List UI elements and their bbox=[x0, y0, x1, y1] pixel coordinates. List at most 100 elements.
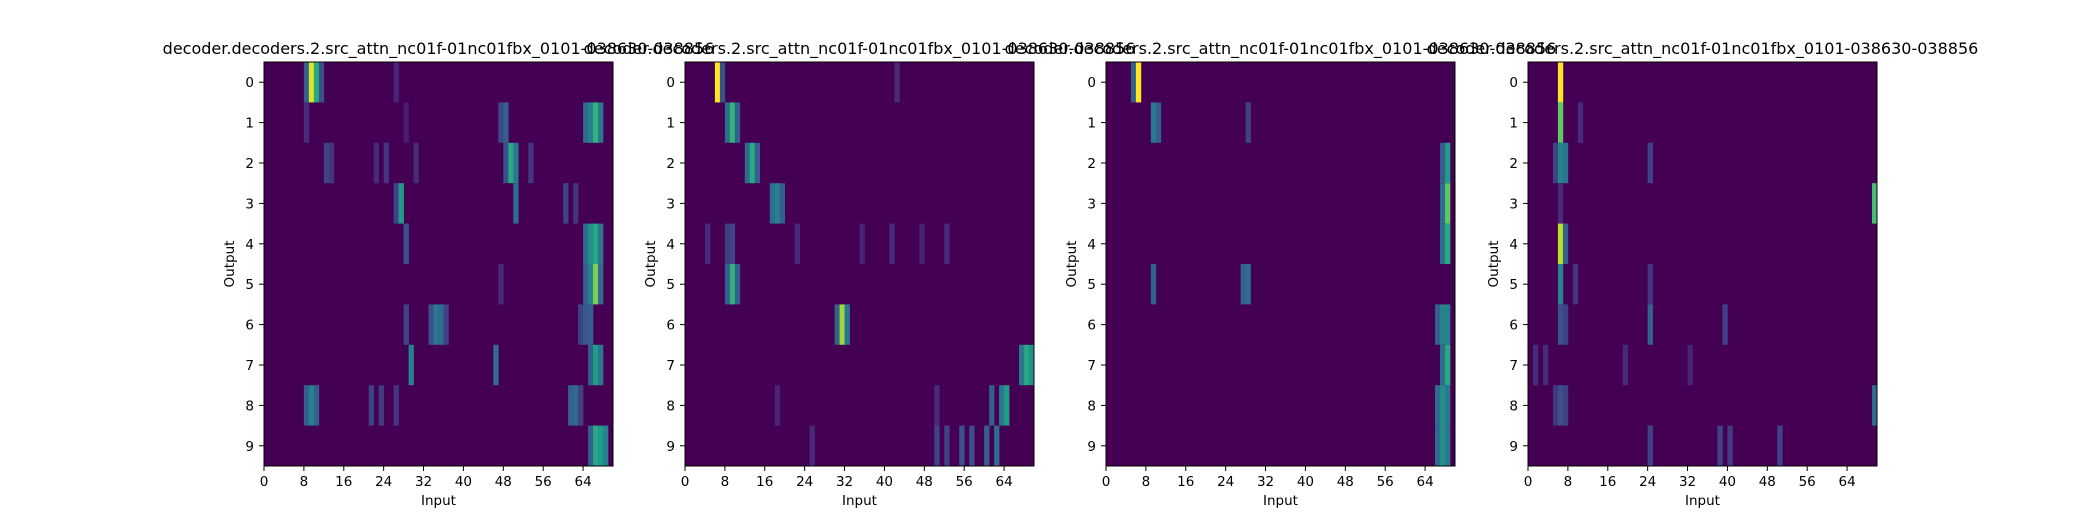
heatmap-background bbox=[1528, 62, 1877, 466]
heatmap-cell bbox=[1440, 425, 1446, 466]
heatmap-cell bbox=[303, 102, 310, 143]
y-tick-label: 2 bbox=[1087, 156, 1096, 172]
heatmap-cell bbox=[944, 223, 950, 264]
y-tick-label: 5 bbox=[1509, 277, 1518, 293]
heatmap-cell bbox=[1557, 223, 1564, 264]
heatmap-cell bbox=[839, 304, 845, 345]
heatmap-cell bbox=[393, 62, 399, 103]
x-tick-label: 48 bbox=[1759, 474, 1776, 490]
heatmap-cell bbox=[598, 344, 604, 386]
x-tick-label: 24 bbox=[1639, 474, 1656, 490]
y-axis-label: Output bbox=[1486, 241, 1502, 288]
x-axis-label: Input bbox=[421, 493, 456, 509]
heatmap-cell bbox=[1155, 102, 1162, 143]
heatmap-cell bbox=[859, 223, 865, 264]
x-tick-label: 32 bbox=[1679, 474, 1696, 490]
y-tick-label: 2 bbox=[666, 156, 675, 172]
x-tick-label: 48 bbox=[916, 474, 933, 490]
chart-title: decoder.decoders.2.src_attn_nc01f-01nc01… bbox=[584, 39, 1136, 59]
heatmap-cell bbox=[1435, 425, 1441, 466]
heatmap-cell bbox=[373, 142, 379, 184]
heatmap-cell bbox=[1647, 304, 1653, 345]
heatmap-cell bbox=[393, 385, 399, 426]
y-tick-label: 1 bbox=[1087, 116, 1096, 132]
heatmap-cell bbox=[1135, 62, 1142, 103]
heatmap-cell bbox=[1557, 304, 1564, 345]
heatmap-cell bbox=[1552, 142, 1559, 184]
heatmap-cell bbox=[1562, 223, 1569, 264]
x-tick-label: 8 bbox=[1564, 474, 1573, 490]
heatmap-cell bbox=[1647, 142, 1653, 184]
heatmap-cell bbox=[573, 385, 579, 426]
heatmap-cell bbox=[568, 385, 574, 426]
y-tick-label: 1 bbox=[666, 116, 675, 132]
x-tick-label: 0 bbox=[260, 474, 269, 490]
heatmap-cell bbox=[719, 62, 726, 103]
x-tick-label: 64 bbox=[574, 474, 591, 490]
y-tick-label: 7 bbox=[245, 358, 254, 374]
y-tick-label: 8 bbox=[666, 398, 675, 414]
heatmap-cell bbox=[593, 102, 599, 143]
heatmap-cell bbox=[1647, 264, 1653, 305]
heatmap-cell bbox=[1245, 264, 1251, 305]
heatmap-cell bbox=[1150, 264, 1157, 305]
x-tick-label: 48 bbox=[495, 474, 512, 490]
y-tick-label: 7 bbox=[1087, 358, 1096, 374]
heatmap-cell bbox=[1445, 183, 1451, 224]
heatmap-cell bbox=[503, 142, 509, 184]
heatmap-cell bbox=[403, 304, 409, 345]
heatmap-cell bbox=[809, 425, 815, 466]
y-tick-label: 9 bbox=[666, 439, 675, 455]
heatmap-cell bbox=[834, 304, 840, 345]
x-tick-label: 64 bbox=[995, 474, 1012, 490]
heatmap-cell bbox=[794, 223, 800, 264]
heatmap-cell bbox=[588, 102, 594, 143]
heatmap-cell bbox=[513, 142, 519, 184]
y-tick-label: 8 bbox=[1509, 398, 1518, 414]
x-tick-label: 40 bbox=[876, 474, 893, 490]
y-tick-label: 5 bbox=[245, 277, 254, 293]
x-axis-label: Input bbox=[842, 493, 877, 509]
heatmap-cell bbox=[1130, 62, 1137, 103]
heatmap-cell bbox=[1445, 142, 1451, 184]
y-tick-label: 4 bbox=[245, 237, 254, 253]
x-tick-label: 8 bbox=[1142, 474, 1151, 490]
y-tick-label: 4 bbox=[666, 237, 675, 253]
heatmap-panel-1: 0 8 16 24 32 40 48 56 640123456789InputOutputdec… bbox=[163, 39, 715, 509]
y-tick-label: 6 bbox=[1509, 318, 1518, 334]
heatmap-cell bbox=[593, 264, 599, 305]
heatmap-cell bbox=[398, 183, 404, 224]
heatmap-cell bbox=[724, 102, 731, 143]
heatmap-cell bbox=[724, 264, 731, 305]
y-axis-label: Output bbox=[643, 241, 659, 288]
heatmap-cell bbox=[378, 385, 384, 426]
heatmap-cell bbox=[919, 223, 925, 264]
heatmap-cell bbox=[1717, 425, 1723, 466]
heatmap-cell bbox=[403, 102, 409, 143]
x-tick-label: 56 bbox=[956, 474, 973, 490]
heatmap-cell bbox=[588, 344, 594, 386]
heatmap-cell bbox=[704, 223, 711, 264]
x-axis-label: Input bbox=[1263, 493, 1298, 509]
y-tick-label: 6 bbox=[666, 318, 675, 334]
y-tick-label: 0 bbox=[666, 75, 675, 91]
plot-frame bbox=[1105, 61, 1456, 467]
heatmap-cell bbox=[1557, 264, 1564, 305]
heatmap-cell bbox=[323, 142, 330, 184]
heatmap-cell bbox=[1562, 142, 1569, 184]
y-tick-label: 9 bbox=[1087, 439, 1096, 455]
heatmap-cell bbox=[598, 425, 604, 466]
heatmap-cell bbox=[1562, 385, 1569, 426]
heatmap-cell bbox=[593, 425, 599, 466]
heatmap-cell bbox=[508, 142, 514, 184]
heatmap-cell bbox=[994, 425, 1000, 466]
heatmap-cell bbox=[934, 425, 940, 466]
heatmap-cell bbox=[729, 102, 736, 143]
x-tick-label: 32 bbox=[1257, 474, 1274, 490]
y-tick-label: 7 bbox=[1509, 358, 1518, 374]
y-tick-label: 6 bbox=[245, 318, 254, 334]
heatmap-cell bbox=[999, 385, 1005, 426]
heatmap-cell bbox=[959, 425, 965, 466]
heatmap-cell bbox=[779, 183, 786, 224]
